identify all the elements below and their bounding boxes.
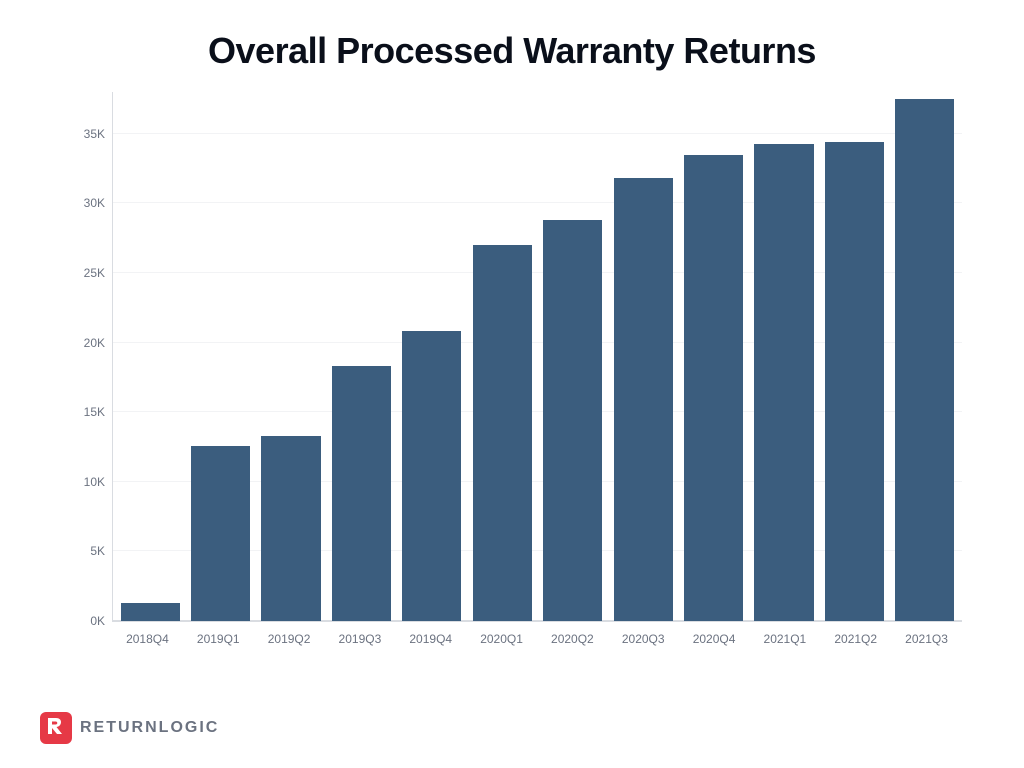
bar-slot: [538, 92, 608, 621]
bar: [614, 178, 673, 621]
bar: [754, 144, 813, 621]
bars-container: [113, 92, 962, 621]
bar: [191, 446, 250, 621]
returnlogic-icon: [40, 712, 72, 744]
bar: [121, 603, 180, 621]
brand-logo: RETURNLOGIC: [40, 712, 219, 744]
bar-slot: [608, 92, 678, 621]
x-tick-label: 2021Q1: [749, 626, 820, 662]
x-tick-label: 2019Q4: [395, 626, 466, 662]
x-tick-label: 2019Q3: [324, 626, 395, 662]
x-tick-label: 2020Q3: [608, 626, 679, 662]
bar: [473, 245, 532, 621]
bar: [332, 366, 391, 621]
warranty-returns-chart: 0K5K10K15K20K25K30K35K 2018Q42019Q12019Q…: [52, 82, 972, 662]
x-tick-label: 2020Q2: [537, 626, 608, 662]
y-tick-label: 0K: [55, 614, 105, 628]
y-tick-label: 5K: [55, 544, 105, 558]
page: Overall Processed Warranty Returns 0K5K1…: [0, 0, 1024, 768]
plot-area: 0K5K10K15K20K25K30K35K: [112, 92, 962, 622]
bar: [684, 155, 743, 621]
chart-title: Overall Processed Warranty Returns: [40, 30, 984, 72]
bar-slot: [185, 92, 255, 621]
y-tick-label: 15K: [55, 405, 105, 419]
bar-slot: [326, 92, 396, 621]
bar: [402, 331, 461, 621]
x-tick-label: 2021Q2: [820, 626, 891, 662]
y-tick-label: 20K: [55, 336, 105, 350]
x-tick-label: 2021Q3: [891, 626, 962, 662]
x-tick-label: 2019Q2: [254, 626, 325, 662]
bar-slot: [256, 92, 326, 621]
y-tick-label: 35K: [55, 127, 105, 141]
bar-slot: [678, 92, 748, 621]
y-tick-label: 10K: [55, 475, 105, 489]
x-tick-label: 2020Q1: [466, 626, 537, 662]
x-tick-label: 2019Q1: [183, 626, 254, 662]
x-tick-label: 2020Q4: [679, 626, 750, 662]
bar: [825, 142, 884, 621]
bar-slot: [467, 92, 537, 621]
bar-slot: [749, 92, 819, 621]
bar: [543, 220, 602, 621]
brand-text: RETURNLOGIC: [80, 719, 219, 737]
bar: [261, 436, 320, 621]
x-tick-label: 2018Q4: [112, 626, 183, 662]
bar-slot: [819, 92, 889, 621]
bar-slot: [115, 92, 185, 621]
x-axis-labels: 2018Q42019Q12019Q22019Q32019Q42020Q12020…: [112, 626, 962, 662]
y-tick-label: 30K: [55, 196, 105, 210]
bar-slot: [397, 92, 467, 621]
bar: [895, 99, 954, 621]
bar-slot: [890, 92, 960, 621]
y-tick-label: 25K: [55, 266, 105, 280]
